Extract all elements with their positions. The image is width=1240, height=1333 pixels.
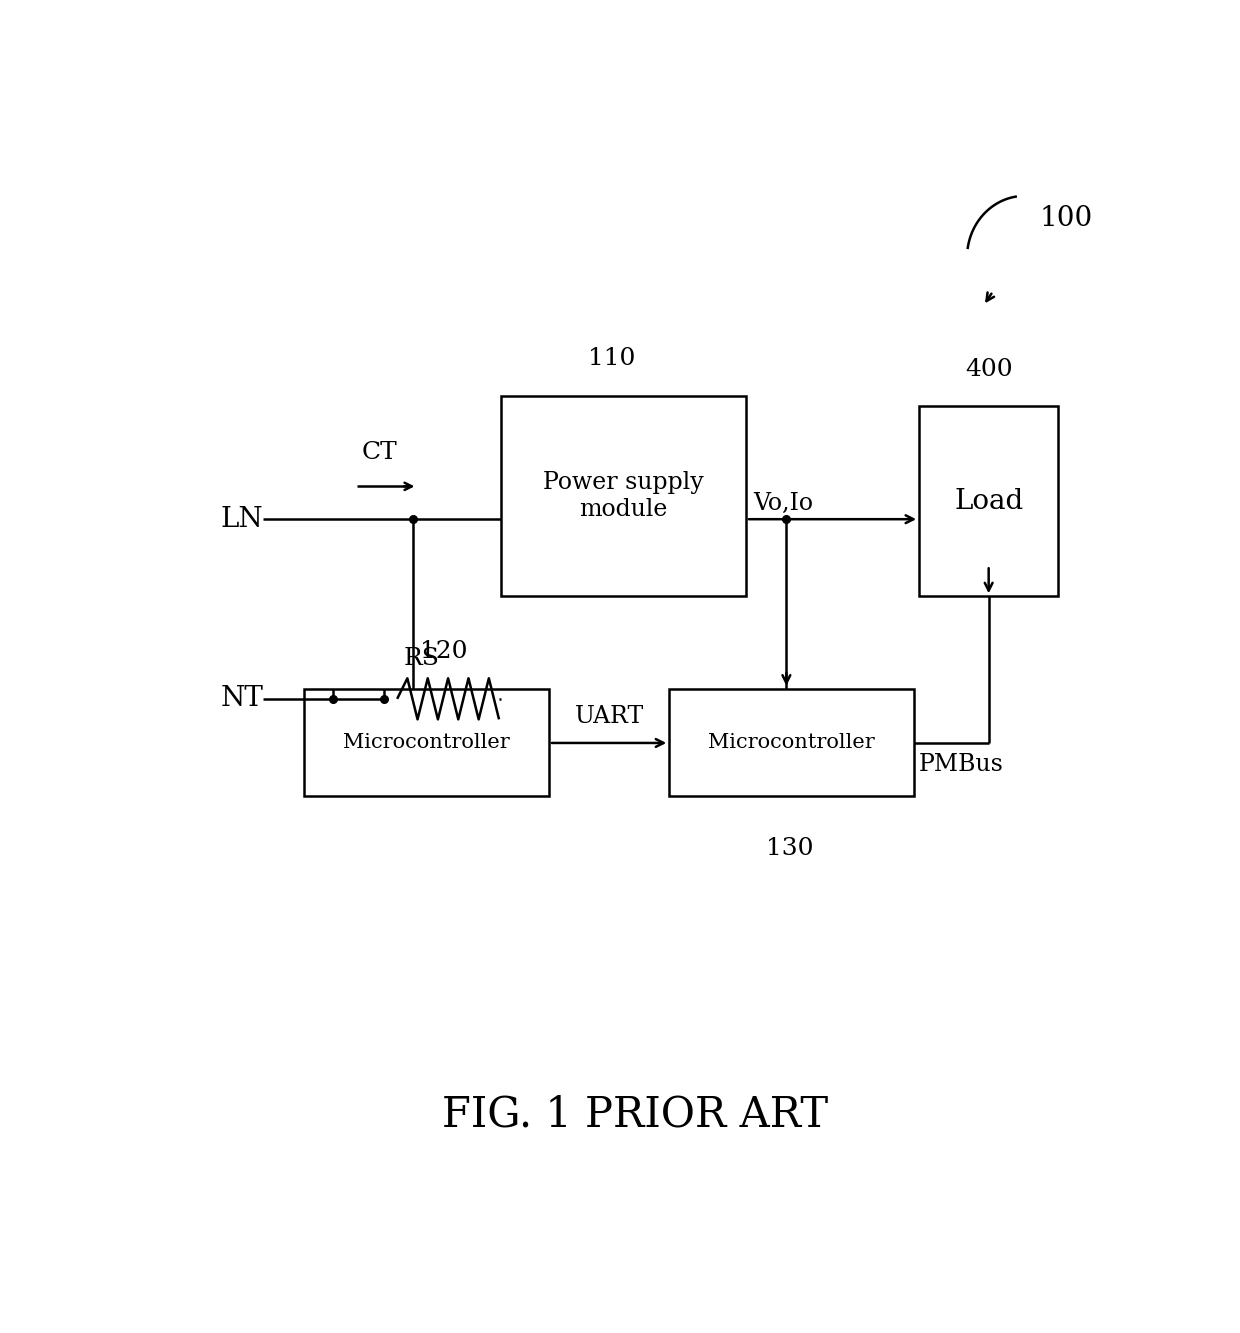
Text: Power supply
module: Power supply module (543, 472, 704, 521)
Text: Vo,Io: Vo,Io (754, 492, 813, 516)
Text: LN: LN (221, 505, 263, 533)
Text: RS: RS (403, 647, 439, 670)
Text: Microcontroller: Microcontroller (708, 733, 875, 752)
Bar (670, 689, 914, 796)
Text: UART: UART (574, 705, 644, 728)
Text: 110: 110 (588, 348, 635, 371)
Text: Load: Load (954, 488, 1023, 515)
Bar (919, 407, 1059, 596)
Text: 120: 120 (419, 640, 467, 663)
Text: PMBus: PMBus (919, 753, 1004, 776)
Text: CT: CT (362, 441, 397, 464)
Text: Microcontroller: Microcontroller (343, 733, 510, 752)
Text: NT: NT (221, 685, 263, 712)
Text: FIG. 1 PRIOR ART: FIG. 1 PRIOR ART (443, 1093, 828, 1136)
Text: 400: 400 (965, 357, 1013, 381)
Bar (304, 689, 549, 796)
Bar (501, 396, 746, 596)
Text: 100: 100 (1039, 205, 1092, 232)
Text: 130: 130 (765, 837, 813, 860)
